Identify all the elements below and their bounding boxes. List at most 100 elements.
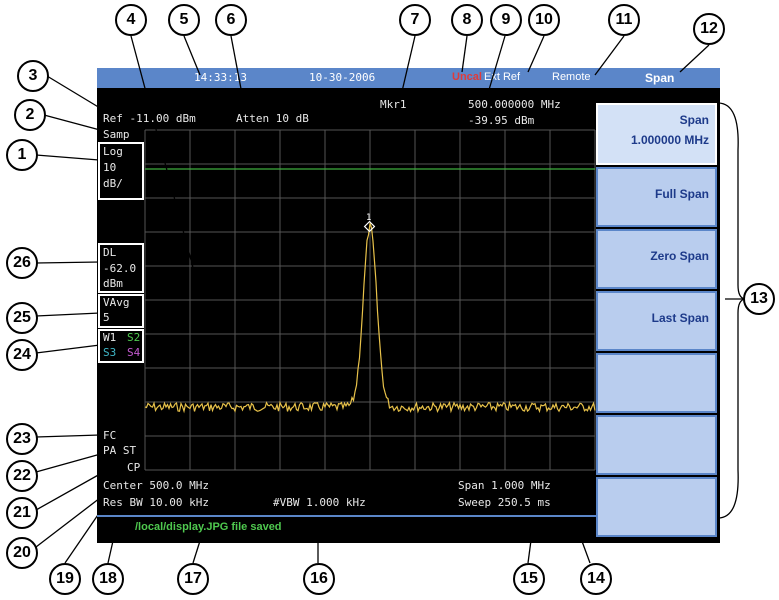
- leader-line: [35, 344, 101, 354]
- callout-13: 13: [743, 283, 775, 315]
- callout-26: 26: [6, 247, 38, 279]
- res-bw: Res BW 10.00 kHz: [103, 496, 209, 509]
- marker-diamond-icon: [363, 220, 376, 233]
- detector-readout: Samp: [103, 128, 130, 141]
- callout-3: 3: [17, 60, 49, 92]
- callout-23: 23: [6, 423, 38, 455]
- leader-line: [43, 114, 101, 131]
- marker-amplitude: -39.95 dBm: [468, 114, 535, 127]
- callout-14: 14: [580, 563, 612, 595]
- callout-4: 4: [115, 4, 147, 36]
- avg-count: 5: [103, 311, 110, 324]
- leader-line: [35, 474, 131, 548]
- softkey-zero-span[interactable]: Zero Span: [596, 229, 717, 289]
- time-readout: 14:33:13: [194, 71, 247, 84]
- callout-5: 5: [168, 4, 200, 36]
- sweep-time: Sweep 250.5 ms: [458, 496, 551, 509]
- marker-1[interactable]: 1: [363, 213, 376, 233]
- softkey-span-value: 1.000000 MHz: [630, 133, 709, 147]
- marker-number: 1: [366, 213, 371, 223]
- status-message: /local/display.JPG file saved: [135, 521, 282, 533]
- marker-frequency: 500.000000 MHz: [468, 98, 561, 111]
- vbw: #VBW 1.000 kHz: [273, 496, 366, 509]
- dl-value: -62.0: [103, 262, 137, 275]
- trace-status-box: [98, 329, 144, 363]
- softkey-full-span[interactable]: Full Span: [596, 167, 717, 227]
- dl-unit: dBm: [103, 277, 123, 290]
- remote-indicator: Remote: [552, 71, 591, 83]
- callout-24: 24: [6, 339, 38, 371]
- leader-line: [35, 312, 101, 317]
- callout-10: 10: [528, 4, 560, 36]
- leader-line: [35, 434, 101, 438]
- atten-readout: Atten 10 dB: [236, 112, 309, 125]
- softkey-blank-7[interactable]: [596, 477, 717, 537]
- leader-line: [461, 35, 468, 73]
- callout-leader-lines: [35, 35, 746, 564]
- trace-s3: S3: [103, 346, 117, 359]
- callout-6: 6: [215, 4, 247, 36]
- cp-indicator: CP: [127, 461, 141, 474]
- trace-s2: S2: [127, 331, 141, 344]
- softkey-span-label: Span: [679, 113, 709, 127]
- scale-type: Log: [103, 145, 123, 158]
- scale-box: [98, 142, 144, 200]
- leader-line: [35, 459, 126, 511]
- leader-line: [594, 35, 625, 76]
- callout-9: 9: [490, 4, 522, 36]
- callout-22: 22: [6, 460, 38, 492]
- callout-7: 7: [399, 4, 431, 36]
- leader-line: [130, 35, 196, 276]
- callout-12: 12: [693, 13, 725, 45]
- callout-25: 25: [6, 302, 38, 334]
- softkey-full-span-label: Full Span: [655, 187, 709, 201]
- softkey-span[interactable]: Span 1.000000 MHz: [596, 103, 717, 165]
- leader-line: [46, 75, 101, 109]
- leader-line: [527, 35, 545, 73]
- leader-line: [183, 35, 201, 76]
- marker-label: Mkr1: [380, 98, 407, 111]
- softkey-zero-span-label: Zero Span: [650, 249, 709, 263]
- callout-1: 1: [6, 139, 38, 171]
- top-status-bar: 14:33:13 10-30-2006 Uncal Ext Ref Remote…: [97, 68, 720, 88]
- softkey-last-span-label: Last Span: [651, 311, 709, 325]
- graticule: [144, 129, 596, 471]
- fc-indicator: FC: [103, 429, 117, 442]
- menu-title: Span: [645, 71, 675, 85]
- leader-line: [35, 261, 101, 264]
- softkey-brace: [717, 102, 746, 519]
- span-readout: Span 1.000 MHz: [458, 479, 551, 492]
- center-frequency: Center 500.0 MHz: [103, 479, 209, 492]
- callout-11: 11: [608, 4, 640, 36]
- leader-line: [64, 489, 116, 564]
- status-message-bar: /local/display.JPG file saved: [97, 515, 597, 539]
- dl-label: DL: [103, 246, 117, 259]
- pa-st-indicator: PA ST: [103, 444, 137, 457]
- avg-type: VAvg: [103, 296, 130, 309]
- callout-19: 19: [49, 563, 81, 595]
- trace-w1: W1: [103, 331, 117, 344]
- spectrum-trace: [144, 223, 596, 414]
- uncal-indicator: Uncal: [452, 71, 482, 83]
- softkey-blank-6[interactable]: [596, 415, 717, 475]
- callout-8: 8: [451, 4, 483, 36]
- display-line-box: [98, 243, 144, 293]
- callout-20: 20: [6, 537, 38, 569]
- callout-16: 16: [303, 563, 335, 595]
- softkey-blank-5[interactable]: [596, 353, 717, 413]
- scale-value: 10: [103, 161, 117, 174]
- leader-line: [399, 35, 416, 101]
- date-readout: 10-30-2006: [309, 71, 376, 84]
- ref-level-readout: Ref -11.00 dBm: [103, 112, 196, 125]
- leader-line: [679, 44, 710, 73]
- callout-17: 17: [177, 563, 209, 595]
- leader-line: [479, 35, 506, 121]
- callout-18: 18: [92, 563, 124, 595]
- softkey-last-span[interactable]: Last Span: [596, 291, 717, 351]
- leader-line: [230, 35, 246, 111]
- trace-s4: S4: [127, 346, 141, 359]
- softkey-menu: Span 1.000000 MHz Full Span Zero Span La…: [596, 88, 717, 538]
- callout-2: 2: [14, 99, 46, 131]
- leader-line: [35, 449, 116, 473]
